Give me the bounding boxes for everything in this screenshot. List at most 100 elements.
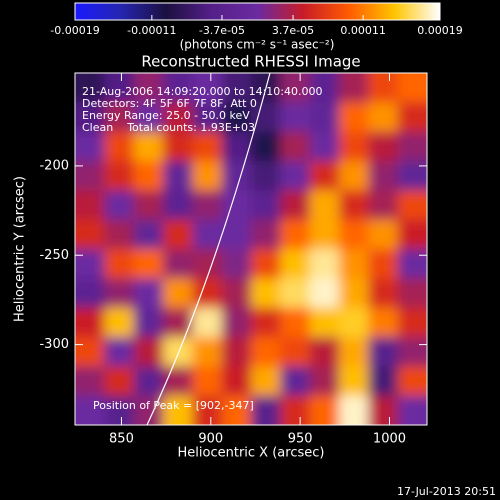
heat-cell [221, 278, 252, 309]
annotation: Clean Total counts: 1.93E+03 [82, 121, 255, 134]
annotation: Energy Range: 25.0 - 50.0 keV [82, 109, 250, 122]
heat-cell [75, 307, 105, 338]
heat-cell [221, 307, 252, 338]
heat-cell [368, 102, 399, 133]
heat-cell [163, 307, 193, 338]
x-tick-label: 950 [288, 432, 313, 447]
heat-cell [339, 161, 369, 191]
heat-cell [192, 395, 223, 425]
heat-cell [309, 102, 340, 133]
x-tick-label: 1000 [373, 432, 406, 447]
peak-label: Position of Peak = [902,-347] [93, 399, 254, 412]
x-axis-label: Heliocentric X (arcsec) [178, 446, 325, 461]
heat-cell [280, 278, 311, 309]
heat-cell [339, 337, 369, 367]
heat-cell [339, 366, 369, 397]
heat-cell [192, 73, 223, 103]
heat-cell [339, 395, 369, 425]
heat-cell [397, 395, 427, 425]
heat-cell [192, 307, 223, 338]
heat-cell [397, 219, 427, 250]
heat-cell [133, 337, 164, 367]
heat-cell [397, 73, 427, 103]
heat-cell [368, 337, 399, 367]
heat-cell [251, 161, 281, 191]
heat-cell [163, 219, 193, 250]
heat-cell [221, 395, 252, 425]
heat-cell [397, 366, 427, 397]
colorbar-tick-label: -0.00011 [127, 24, 176, 37]
heat-cell [251, 307, 281, 338]
heat-cell [75, 131, 105, 162]
chart-title: Reconstructed RHESSI Image [141, 53, 360, 71]
plot-frame [74, 72, 428, 426]
heat-cell [368, 190, 399, 221]
heat-cell [104, 249, 135, 279]
colorbar-tick-label: -0.00019 [50, 24, 99, 37]
heat-cell [163, 249, 193, 279]
heat-cell [104, 219, 135, 250]
heat-cell [163, 337, 193, 367]
heat-cell [221, 73, 252, 103]
heat-cell [251, 395, 281, 425]
heat-cell [309, 366, 340, 397]
heat-cell [133, 307, 164, 338]
heat-cell [133, 73, 164, 103]
y-axis-label: Heliocentric Y (arcsec) [13, 176, 28, 322]
heat-cell [251, 190, 281, 221]
colorbar-label: (photons cm⁻² s⁻¹ asec⁻²) [180, 38, 335, 52]
colorbar [74, 2, 441, 21]
heat-cell [280, 161, 311, 191]
heat-cell [75, 102, 105, 133]
heat-cell [280, 73, 311, 103]
heat-cell [397, 249, 427, 279]
footer: 17-Jul-2013 20:51 [397, 485, 496, 498]
heat-cell [75, 395, 105, 425]
heat-cell [251, 249, 281, 279]
heat-cell [339, 102, 369, 133]
heat-cell [280, 102, 311, 133]
heat-cell [368, 278, 399, 309]
heat-cell [163, 73, 193, 103]
heat-cell [163, 102, 193, 133]
annotation: 21-Aug-2006 14:09:20.000 to 14:10:40.000 [82, 85, 323, 98]
heat-cell [75, 161, 105, 191]
heat-cell [280, 249, 311, 279]
heat-cell [339, 190, 369, 221]
heat-cell [309, 219, 340, 250]
heat-cell [339, 219, 369, 250]
heat-cell [368, 249, 399, 279]
heat-cell [280, 131, 311, 162]
heat-cell [397, 102, 427, 133]
heat-cell [221, 102, 252, 133]
heat-cell [251, 366, 281, 397]
heat-cell [251, 337, 281, 367]
heat-cell [163, 131, 193, 162]
heat-cell [104, 190, 135, 221]
heat-cell [397, 278, 427, 309]
heat-cell [309, 249, 340, 279]
x-tick-label: 850 [109, 432, 134, 447]
heat-cell [192, 161, 223, 191]
heat-cell [280, 219, 311, 250]
heat-cell [133, 102, 164, 133]
heat-cell [368, 366, 399, 397]
heat-cell [75, 278, 105, 309]
heat-cell [280, 366, 311, 397]
heatmap [75, 73, 427, 425]
heat-cell [133, 190, 164, 221]
heat-cell [192, 102, 223, 133]
heat-cell [192, 131, 223, 162]
heat-cell [251, 278, 281, 309]
heat-cell [104, 307, 135, 338]
heat-cell [133, 131, 164, 162]
heat-cell [309, 190, 340, 221]
heat-cell [163, 366, 193, 397]
heat-cell [192, 278, 223, 309]
colorbar-tick-label: 3.7e-05 [272, 24, 314, 37]
colorbar-tick-label: 0.00011 [340, 24, 386, 37]
heat-cell [133, 249, 164, 279]
solar-limb [146, 73, 271, 425]
heat-cell [133, 366, 164, 397]
heat-cell [104, 337, 135, 367]
